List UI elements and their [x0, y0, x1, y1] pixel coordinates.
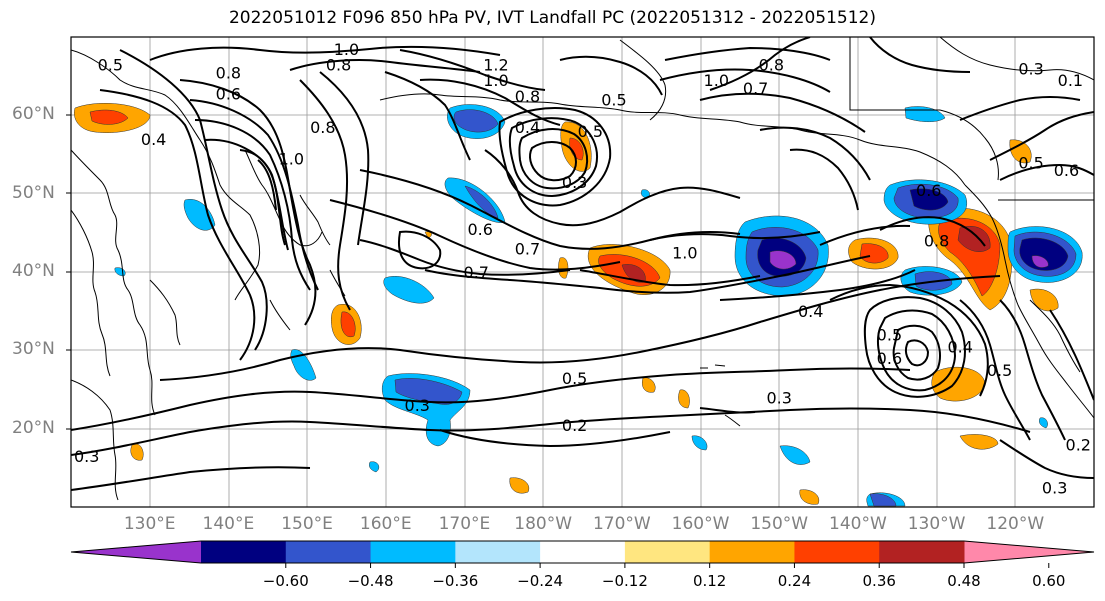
- contour-label: 0.2: [562, 416, 587, 435]
- colorbar-segment: [455, 541, 541, 563]
- lon-label: 140°E: [202, 514, 255, 534]
- contour-label: 0.7: [743, 79, 768, 98]
- contour-label: 0.5: [877, 326, 902, 345]
- contour-label: 1.2: [483, 55, 508, 74]
- contour-label: 0.5: [1018, 153, 1043, 172]
- contour-labels: 0.51.00.80.60.8 1.21.00.8 0.51.0 0.70.80.41…: [74, 40, 1091, 498]
- contour-label: 0.8: [216, 63, 241, 82]
- pv-contours: [71, 37, 1094, 491]
- contour-label: 0.3: [767, 388, 792, 407]
- lat-label: 60°N: [12, 104, 55, 125]
- lon-label: 120°W: [986, 514, 1045, 534]
- contour-label: 0.5: [578, 122, 603, 141]
- contour-label: 0.7: [515, 240, 540, 259]
- contour-label: 0.6: [1054, 161, 1079, 180]
- lon-label: 160°E: [359, 514, 412, 534]
- colorbar-tick-label: 0.24: [777, 572, 812, 590]
- contour-label: 0.8: [310, 118, 335, 137]
- coastlines: [71, 37, 1094, 501]
- contour-label: 0.8: [515, 87, 540, 106]
- colorbar-tick-label: −0.60: [262, 572, 309, 590]
- colorbar-segment: [540, 541, 626, 563]
- contour-label: 1.0: [334, 40, 359, 59]
- contour-label: 0.3: [74, 447, 99, 466]
- shading-positive: [74, 103, 1059, 505]
- contour-label: 0.3: [562, 173, 587, 192]
- contour-label: 0.6: [916, 181, 941, 200]
- lon-label: 180°W: [514, 514, 573, 534]
- lon-label: 130°E: [123, 514, 176, 534]
- colorbar-tick-label: −0.36: [432, 572, 479, 590]
- contour-label: 1.0: [704, 71, 729, 90]
- colorbar-segment: [201, 541, 287, 563]
- contour-label: 1.0: [483, 71, 508, 90]
- lat-label: 40°N: [12, 261, 55, 281]
- colorbar-segment: [794, 541, 880, 563]
- colorbar-tick-label: 0.48: [947, 572, 981, 590]
- contour-label: 0.5: [98, 55, 123, 74]
- contour-label: 1.0: [672, 243, 697, 262]
- colorbar-segment: [709, 541, 795, 563]
- colorbar-extend-max: [964, 541, 1094, 563]
- contour-label: 0.8: [759, 55, 784, 74]
- contour-label: 0.6: [877, 349, 902, 368]
- colorbar-tick-label: −0.48: [347, 572, 394, 590]
- colorbar: [70, 540, 1095, 568]
- contour-label: 0.3: [405, 396, 430, 415]
- lon-label: 150°E: [281, 514, 333, 534]
- contour-label: 0.5: [601, 91, 626, 110]
- colorbar-tick-label: −0.12: [601, 572, 648, 590]
- contour-label: 0.4: [947, 337, 972, 356]
- colorbar-segment: [370, 541, 456, 563]
- contour-label: 0.6: [467, 220, 492, 239]
- lon-label: 140°W: [829, 514, 887, 534]
- contour-label: 0.8: [924, 232, 949, 251]
- colorbar-segment: [879, 541, 965, 563]
- axis-ticks: [66, 114, 71, 430]
- contour-label: 0.3: [1042, 478, 1067, 497]
- colorbar-tick-label: 0.12: [692, 572, 727, 590]
- contour-label: 0.3: [1018, 59, 1043, 78]
- lon-label: 130°W: [907, 514, 966, 534]
- contour-label: 0.5: [987, 361, 1012, 380]
- colorbar-tick-label: 0.60: [1032, 572, 1066, 590]
- colorbar-extend-min: [71, 541, 201, 563]
- colorbar-outline: [70, 540, 1095, 564]
- contour-label: 1.0: [279, 149, 304, 168]
- contour-label: 0.8: [326, 55, 351, 74]
- colorbar-tick-label: 0.36: [862, 572, 896, 590]
- lat-label: 30°N: [12, 339, 55, 360]
- contour-label: 0.7: [464, 263, 489, 282]
- contour-label: 0.6: [216, 84, 241, 103]
- contour-label: 0.4: [141, 130, 166, 149]
- colorbar-segment: [624, 541, 711, 563]
- colorbar-segment: [285, 541, 372, 563]
- lon-label: 170°W: [592, 514, 651, 534]
- colorbar-tick-label: −0.24: [517, 572, 564, 590]
- contour-label: 0.1: [1058, 71, 1083, 90]
- lon-label: 160°W: [671, 514, 730, 534]
- lon-label: 170°E: [438, 514, 491, 534]
- contour-label: 0.4: [515, 118, 540, 137]
- lat-label: 20°N: [12, 417, 55, 438]
- lon-label: 150°W: [750, 514, 809, 534]
- contour-label: 0.4: [798, 302, 823, 321]
- contour-label: 0.5: [562, 369, 587, 388]
- lat-label: 50°N: [12, 182, 55, 203]
- map-title: 2022051012 F096 850 hPa PV, IVT Landfall…: [228, 8, 876, 28]
- contour-label: 0.2: [1066, 435, 1091, 454]
